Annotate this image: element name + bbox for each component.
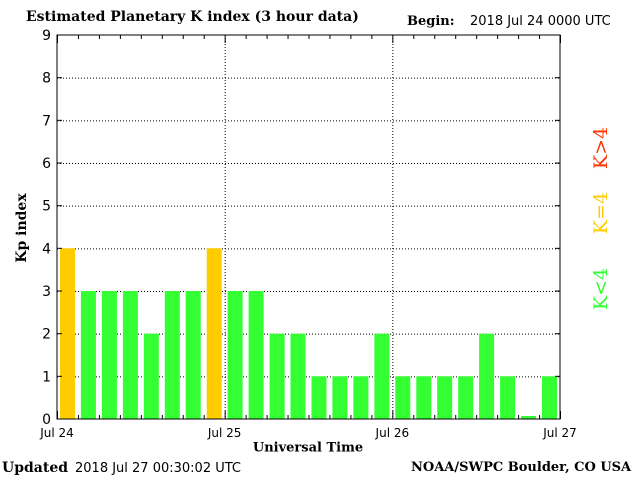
kp-bar — [269, 333, 285, 419]
y-tick-label: 3 — [42, 284, 51, 300]
updated-timestamp: 2018 Jul 27 00:30:02 UTC — [75, 461, 241, 476]
legend-k-below-4: K<4 — [590, 267, 612, 311]
kp-bar — [311, 376, 327, 419]
updated-label: Updated — [2, 460, 69, 476]
kp-bar — [458, 376, 474, 419]
kp-bar — [395, 376, 411, 419]
kp-bar — [521, 416, 537, 419]
y-axis-label: Kp index — [14, 193, 30, 263]
x-tick-label: Jul 24 — [39, 426, 74, 440]
legend-k-above-4: K>4 — [590, 126, 612, 170]
kp-bar — [290, 333, 306, 419]
kp-bar — [332, 376, 348, 419]
y-tick-label: 2 — [42, 327, 51, 343]
y-tick-label: 6 — [42, 156, 51, 172]
x-tick-label: Jul 27 — [542, 426, 577, 440]
y-tick-label: 5 — [42, 199, 51, 215]
y-tick-label: 4 — [42, 241, 51, 257]
y-tick-label: 8 — [42, 71, 51, 87]
kp-bar — [479, 333, 495, 419]
credit-line: NOAA/SWPC Boulder, CO USA — [411, 460, 632, 475]
kp-bar — [416, 376, 432, 419]
x-axis-label: Universal Time — [252, 440, 364, 456]
kp-bar — [353, 376, 369, 419]
y-tick-label: 7 — [42, 113, 51, 129]
kp-bar — [80, 291, 96, 419]
kp-bar — [542, 376, 557, 419]
x-axis-ticks: Jul 24 Jul 25 Jul 26 Jul 27 — [39, 35, 577, 440]
kp-bar — [248, 291, 264, 419]
kp-bar — [185, 291, 201, 419]
kp-bar — [437, 376, 453, 419]
x-tick-label: Jul 26 — [375, 426, 410, 440]
grid-lines — [57, 35, 560, 419]
kp-bar — [164, 291, 180, 419]
kp-bar — [227, 291, 243, 419]
chart-title: Estimated Planetary K index (3 hour data… — [26, 9, 359, 25]
x-tick-label: Jul 25 — [207, 426, 242, 440]
begin-label: Begin: — [407, 14, 455, 29]
kp-bar — [143, 333, 159, 419]
kp-bar — [101, 291, 117, 419]
y-tick-label: 0 — [42, 412, 51, 428]
plot-frame — [56, 34, 561, 420]
y-tick-label: 9 — [42, 28, 51, 44]
bar-series — [60, 248, 557, 419]
kp-bar — [374, 333, 390, 419]
kp-bar — [122, 291, 138, 419]
kp-bar — [206, 248, 222, 419]
kp-bar — [500, 376, 516, 419]
y-tick-label: 1 — [42, 369, 51, 385]
begin-value: 2018 Jul 24 0000 UTC — [470, 14, 611, 29]
kp-bar — [60, 248, 75, 419]
legend-k-equal-4: K=4 — [590, 191, 612, 235]
